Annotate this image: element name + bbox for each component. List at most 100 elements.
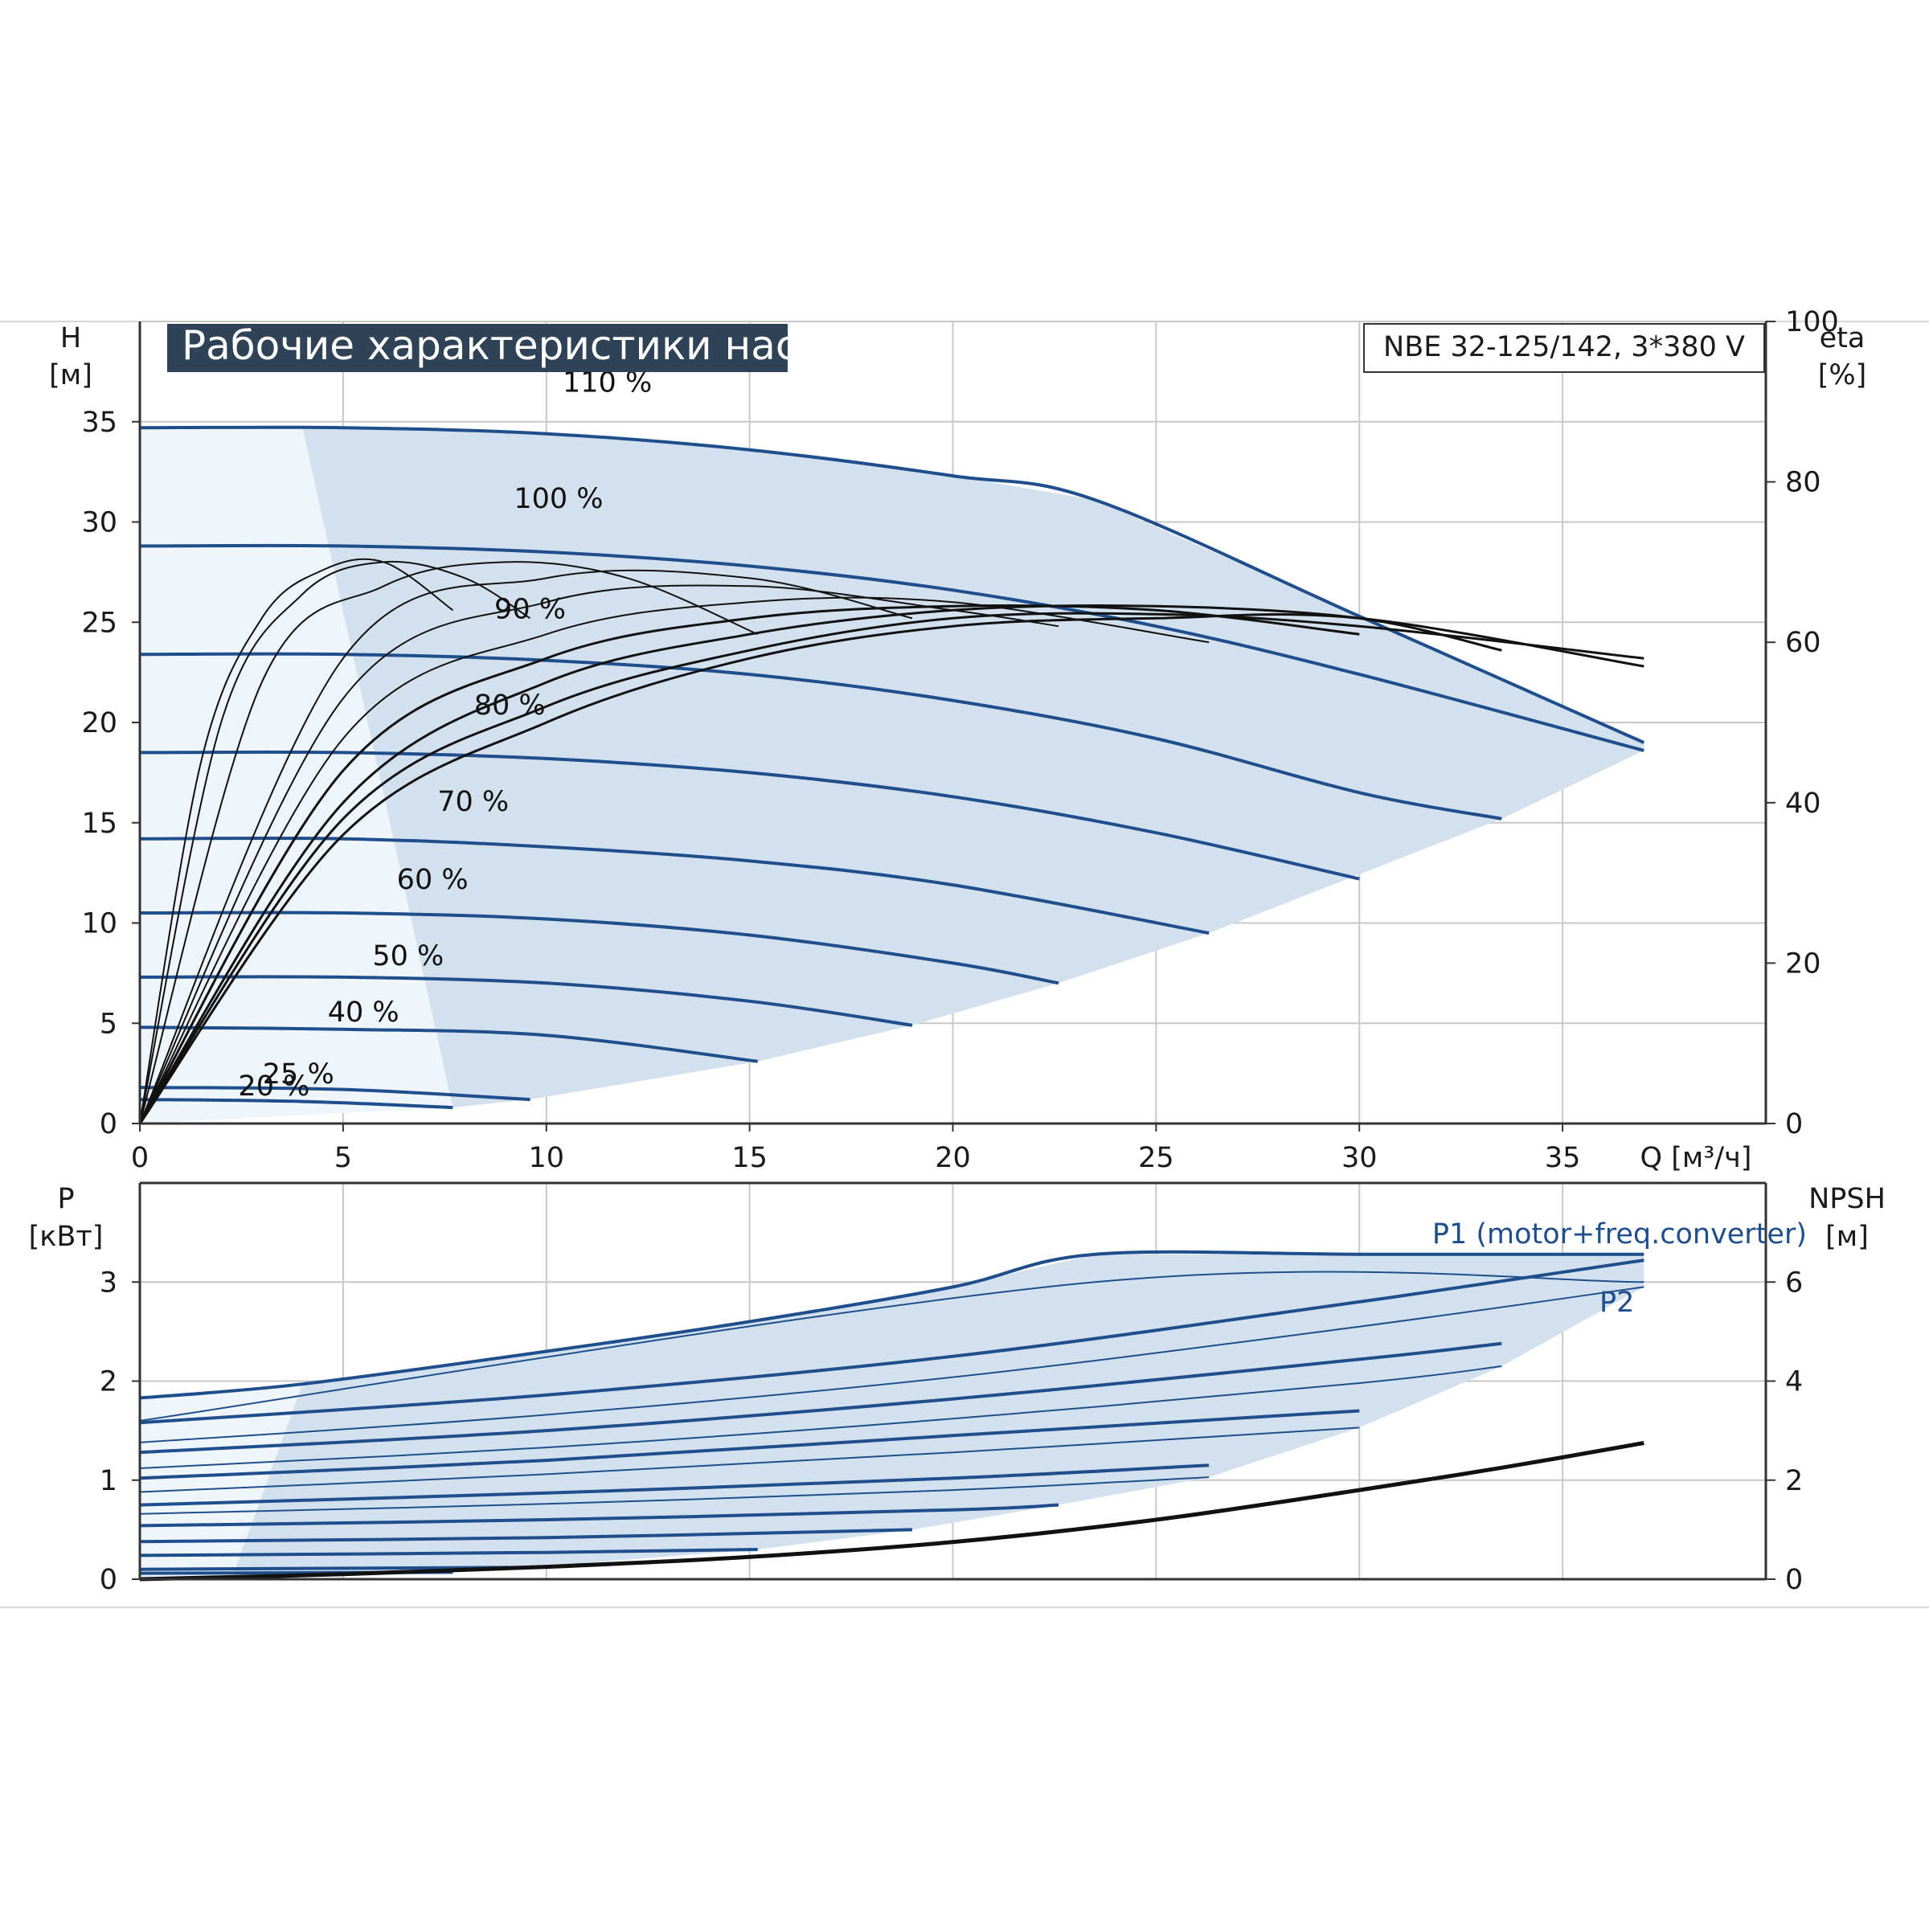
y2-tick-label: 60 bbox=[1785, 627, 1821, 659]
model-label: NBE 32-125/142, 3*380 V bbox=[1383, 331, 1745, 363]
speed-curve-label: 20 % bbox=[238, 1070, 309, 1103]
efficiency-curve bbox=[138, 612, 1644, 1124]
x-tick-label: 35 bbox=[1545, 1142, 1581, 1174]
p1-curve bbox=[139, 1341, 1502, 1455]
efficiency-curve bbox=[139, 596, 1210, 1124]
npsh-tick-label: 6 bbox=[1785, 1267, 1803, 1299]
p1-curve bbox=[139, 1503, 1059, 1528]
x-tick-label: 20 bbox=[935, 1142, 971, 1174]
x-tick-label: 30 bbox=[1341, 1142, 1378, 1174]
envelope-area bbox=[302, 428, 1644, 1107]
npsh-tick-label: 4 bbox=[1785, 1366, 1803, 1398]
efficiency-curve bbox=[139, 558, 453, 1124]
p-tick-label: 2 bbox=[100, 1366, 117, 1398]
speed-curve-label: 50 % bbox=[372, 940, 444, 972]
speed-curve-label: 40 % bbox=[328, 997, 399, 1029]
bottom-envelope-area bbox=[233, 1254, 1644, 1574]
model-box bbox=[1363, 323, 1765, 373]
p1-curve bbox=[139, 1548, 758, 1557]
p1-curve bbox=[139, 1409, 1360, 1480]
y2-tick-label: 0 bbox=[1785, 1108, 1803, 1140]
y-tick-label: 10 bbox=[81, 908, 117, 940]
y-tick-label: 25 bbox=[81, 607, 117, 639]
chart-title: Рабочие характеристики насоса bbox=[182, 322, 869, 369]
x-tick-label: 15 bbox=[731, 1142, 768, 1174]
p2-curve bbox=[139, 1365, 1502, 1469]
bottom-axes bbox=[132, 1181, 1775, 1581]
p2-curve bbox=[139, 1476, 1210, 1515]
speed-curve bbox=[139, 836, 1210, 935]
p-tick-label: 0 bbox=[100, 1564, 117, 1596]
p1-curve bbox=[139, 1259, 1644, 1425]
y2-tick-label: 100 bbox=[1785, 306, 1839, 338]
y-tick-label: 5 bbox=[100, 1008, 117, 1040]
y2-tick-label: 20 bbox=[1785, 948, 1821, 980]
speed-curve-label: 60 % bbox=[397, 864, 469, 896]
y-tick-label: 20 bbox=[81, 707, 117, 739]
y-tick-label: 30 bbox=[81, 507, 117, 539]
p1-curve bbox=[139, 1463, 1210, 1507]
y2-axis-unit: [%] bbox=[1818, 359, 1867, 391]
power-curves bbox=[139, 1250, 1644, 1582]
bottom-light-region bbox=[140, 1384, 303, 1579]
top-panel: 110 %100 %90 %80 %70 %60 %50 %40 %25 %20… bbox=[81, 306, 1838, 1174]
p1-legend-label: P1 (motor+freq.converter) bbox=[1432, 1218, 1807, 1250]
speed-curve bbox=[139, 425, 1645, 744]
top-labels: 110 %100 %90 %80 %70 %60 %50 %40 %25 %20… bbox=[81, 306, 1838, 1174]
bottom-labels: 0 1 2 3 0 2 4 6 bbox=[100, 1267, 1804, 1596]
p2-curve bbox=[139, 1271, 1644, 1422]
y-axis-name: H bbox=[60, 322, 81, 354]
y2-tick-label: 80 bbox=[1785, 467, 1821, 499]
speed-curve-label: 25 % bbox=[263, 1058, 334, 1091]
x-tick-label: 5 bbox=[334, 1142, 352, 1174]
y-tick-label: 35 bbox=[81, 407, 117, 439]
p2-curve bbox=[139, 1286, 1644, 1443]
speed-curve bbox=[139, 1098, 453, 1109]
efficiency-curve bbox=[139, 569, 913, 1124]
p2-legend-label: P2 bbox=[1599, 1287, 1634, 1319]
speed-curve bbox=[139, 911, 1059, 985]
speed-curves bbox=[139, 425, 1645, 1109]
speed-curve bbox=[139, 750, 1360, 881]
speed-curve bbox=[139, 1025, 758, 1063]
p-axis-name: P bbox=[57, 1183, 74, 1215]
y-tick-label: 0 bbox=[100, 1108, 117, 1140]
title-banner bbox=[167, 324, 788, 372]
y-tick-label: 15 bbox=[81, 808, 117, 840]
speed-curve-label: 90 % bbox=[494, 593, 566, 625]
speed-curve bbox=[139, 652, 1502, 821]
bottom-panel: 0 1 2 3 0 2 4 6 bbox=[100, 1181, 1804, 1596]
p1-curve bbox=[139, 1250, 1644, 1400]
npsh-tick-label: 0 bbox=[1785, 1564, 1803, 1596]
p1-curve bbox=[139, 1528, 912, 1544]
y2-tick-label: 40 bbox=[1785, 788, 1821, 820]
speed-curve bbox=[139, 1086, 530, 1102]
x-tick-label: 25 bbox=[1138, 1142, 1174, 1174]
npsh-curve bbox=[139, 1441, 1644, 1582]
y2-axis-name: eta bbox=[1820, 322, 1866, 354]
efficiency-curve bbox=[139, 584, 1059, 1124]
x-axis-label: Q [м³/ч] bbox=[1640, 1142, 1752, 1174]
p-tick-label: 1 bbox=[100, 1465, 117, 1497]
speed-curve-label: 100 % bbox=[514, 483, 603, 515]
npsh-axis-name: NPSH bbox=[1808, 1183, 1886, 1215]
y-axis-unit: [м] bbox=[49, 359, 92, 391]
p-axis-unit: [кВт] bbox=[29, 1221, 104, 1253]
efficiency-curve bbox=[138, 604, 1502, 1124]
efficiency-curve bbox=[139, 560, 531, 1124]
npsh-tick-label: 2 bbox=[1785, 1465, 1803, 1497]
bottom-envelope bbox=[140, 1254, 1644, 1579]
efficiency-curves bbox=[138, 558, 1644, 1124]
npsh-axis-unit: [м] bbox=[1825, 1221, 1869, 1253]
speed-curve-label: 80 % bbox=[474, 690, 546, 722]
p-tick-label: 3 bbox=[100, 1267, 117, 1299]
p2-curve bbox=[139, 1426, 1360, 1493]
top-axes bbox=[132, 321, 1775, 1132]
speed-curve-label: 70 % bbox=[437, 786, 509, 818]
p1-curve bbox=[139, 1566, 530, 1571]
efficiency-curve bbox=[139, 561, 759, 1124]
speed-curve bbox=[139, 975, 913, 1027]
x-tick-label: 10 bbox=[528, 1142, 564, 1174]
